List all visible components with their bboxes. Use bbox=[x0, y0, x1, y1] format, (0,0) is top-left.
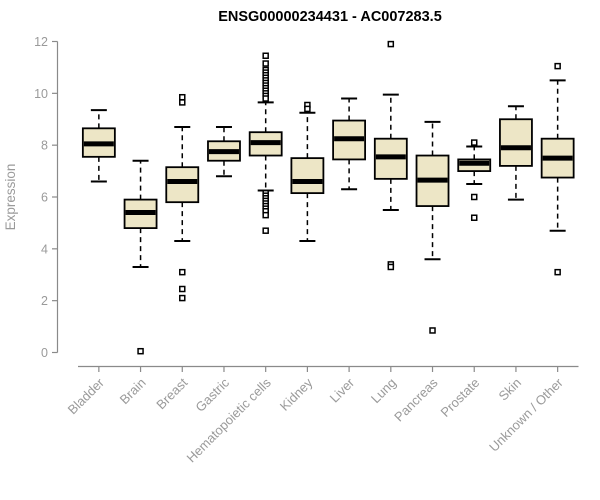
outlier-point bbox=[429, 327, 436, 334]
x-tick-label: Liver bbox=[327, 375, 358, 406]
boxplot-kidney bbox=[290, 101, 325, 243]
y-tick-label: 10 bbox=[34, 87, 48, 101]
outlier-point bbox=[554, 62, 561, 70]
outlier-point bbox=[387, 263, 395, 271]
x-tick-label: Brain bbox=[117, 375, 149, 407]
y-axis-title: Expression bbox=[3, 164, 18, 231]
outlier-point bbox=[470, 214, 478, 221]
outlier-point bbox=[387, 40, 395, 48]
boxplot-unknown-other bbox=[540, 62, 575, 276]
boxplot-breast bbox=[165, 93, 200, 302]
outlier-point bbox=[554, 268, 561, 276]
x-tick-label: Pancreas bbox=[391, 375, 441, 425]
boxplot-brain bbox=[123, 159, 158, 355]
y-tick-label: 0 bbox=[41, 346, 48, 360]
outlier-point bbox=[137, 347, 144, 355]
outlier-point bbox=[179, 99, 186, 106]
outlier-point bbox=[179, 294, 186, 302]
y-tick-label: 4 bbox=[41, 242, 48, 256]
boxplot-bladder bbox=[81, 109, 116, 183]
boxplot-gastric bbox=[207, 126, 241, 178]
boxplot-hematopoietic-cells bbox=[248, 52, 283, 234]
y-tick-label: 12 bbox=[34, 35, 48, 49]
boxplot-liver bbox=[332, 97, 367, 191]
outlier-point bbox=[179, 93, 186, 101]
x-tick-label: Bladder bbox=[65, 375, 108, 418]
outlier-point bbox=[304, 105, 311, 113]
x-tick-label: Gastric bbox=[192, 375, 232, 415]
y-tick-label: 6 bbox=[41, 191, 48, 205]
x-tick-label: Lung bbox=[368, 375, 399, 406]
iqr-box bbox=[165, 166, 200, 204]
chart-title: ENSG00000234431 - AC007283.5 bbox=[218, 9, 442, 25]
outlier-point bbox=[179, 285, 186, 293]
outlier-point bbox=[262, 95, 269, 102]
boxplot-prostate bbox=[457, 139, 492, 221]
iqr-box bbox=[499, 118, 533, 167]
outlier-point bbox=[262, 60, 269, 67]
y-tick-label: 8 bbox=[41, 139, 48, 153]
x-tick-label: Prostate bbox=[438, 375, 483, 420]
outlier-point bbox=[470, 139, 478, 146]
outlier-point bbox=[262, 211, 269, 219]
boxplot-pancreas bbox=[415, 120, 450, 334]
y-tick-label: 2 bbox=[41, 294, 48, 308]
iqr-box bbox=[290, 157, 325, 195]
x-tick-label: Unknown / Other bbox=[486, 375, 566, 455]
boxplot-skin bbox=[499, 105, 533, 201]
outlier-point bbox=[262, 52, 269, 60]
outlier-point bbox=[470, 193, 478, 201]
outlier-point bbox=[262, 227, 269, 234]
x-tick-label: Kidney bbox=[277, 375, 316, 414]
x-tick-label: Skin bbox=[496, 375, 524, 403]
x-tick-label: Breast bbox=[153, 375, 190, 412]
outlier-point bbox=[179, 268, 186, 276]
boxplot-lung bbox=[373, 40, 408, 271]
